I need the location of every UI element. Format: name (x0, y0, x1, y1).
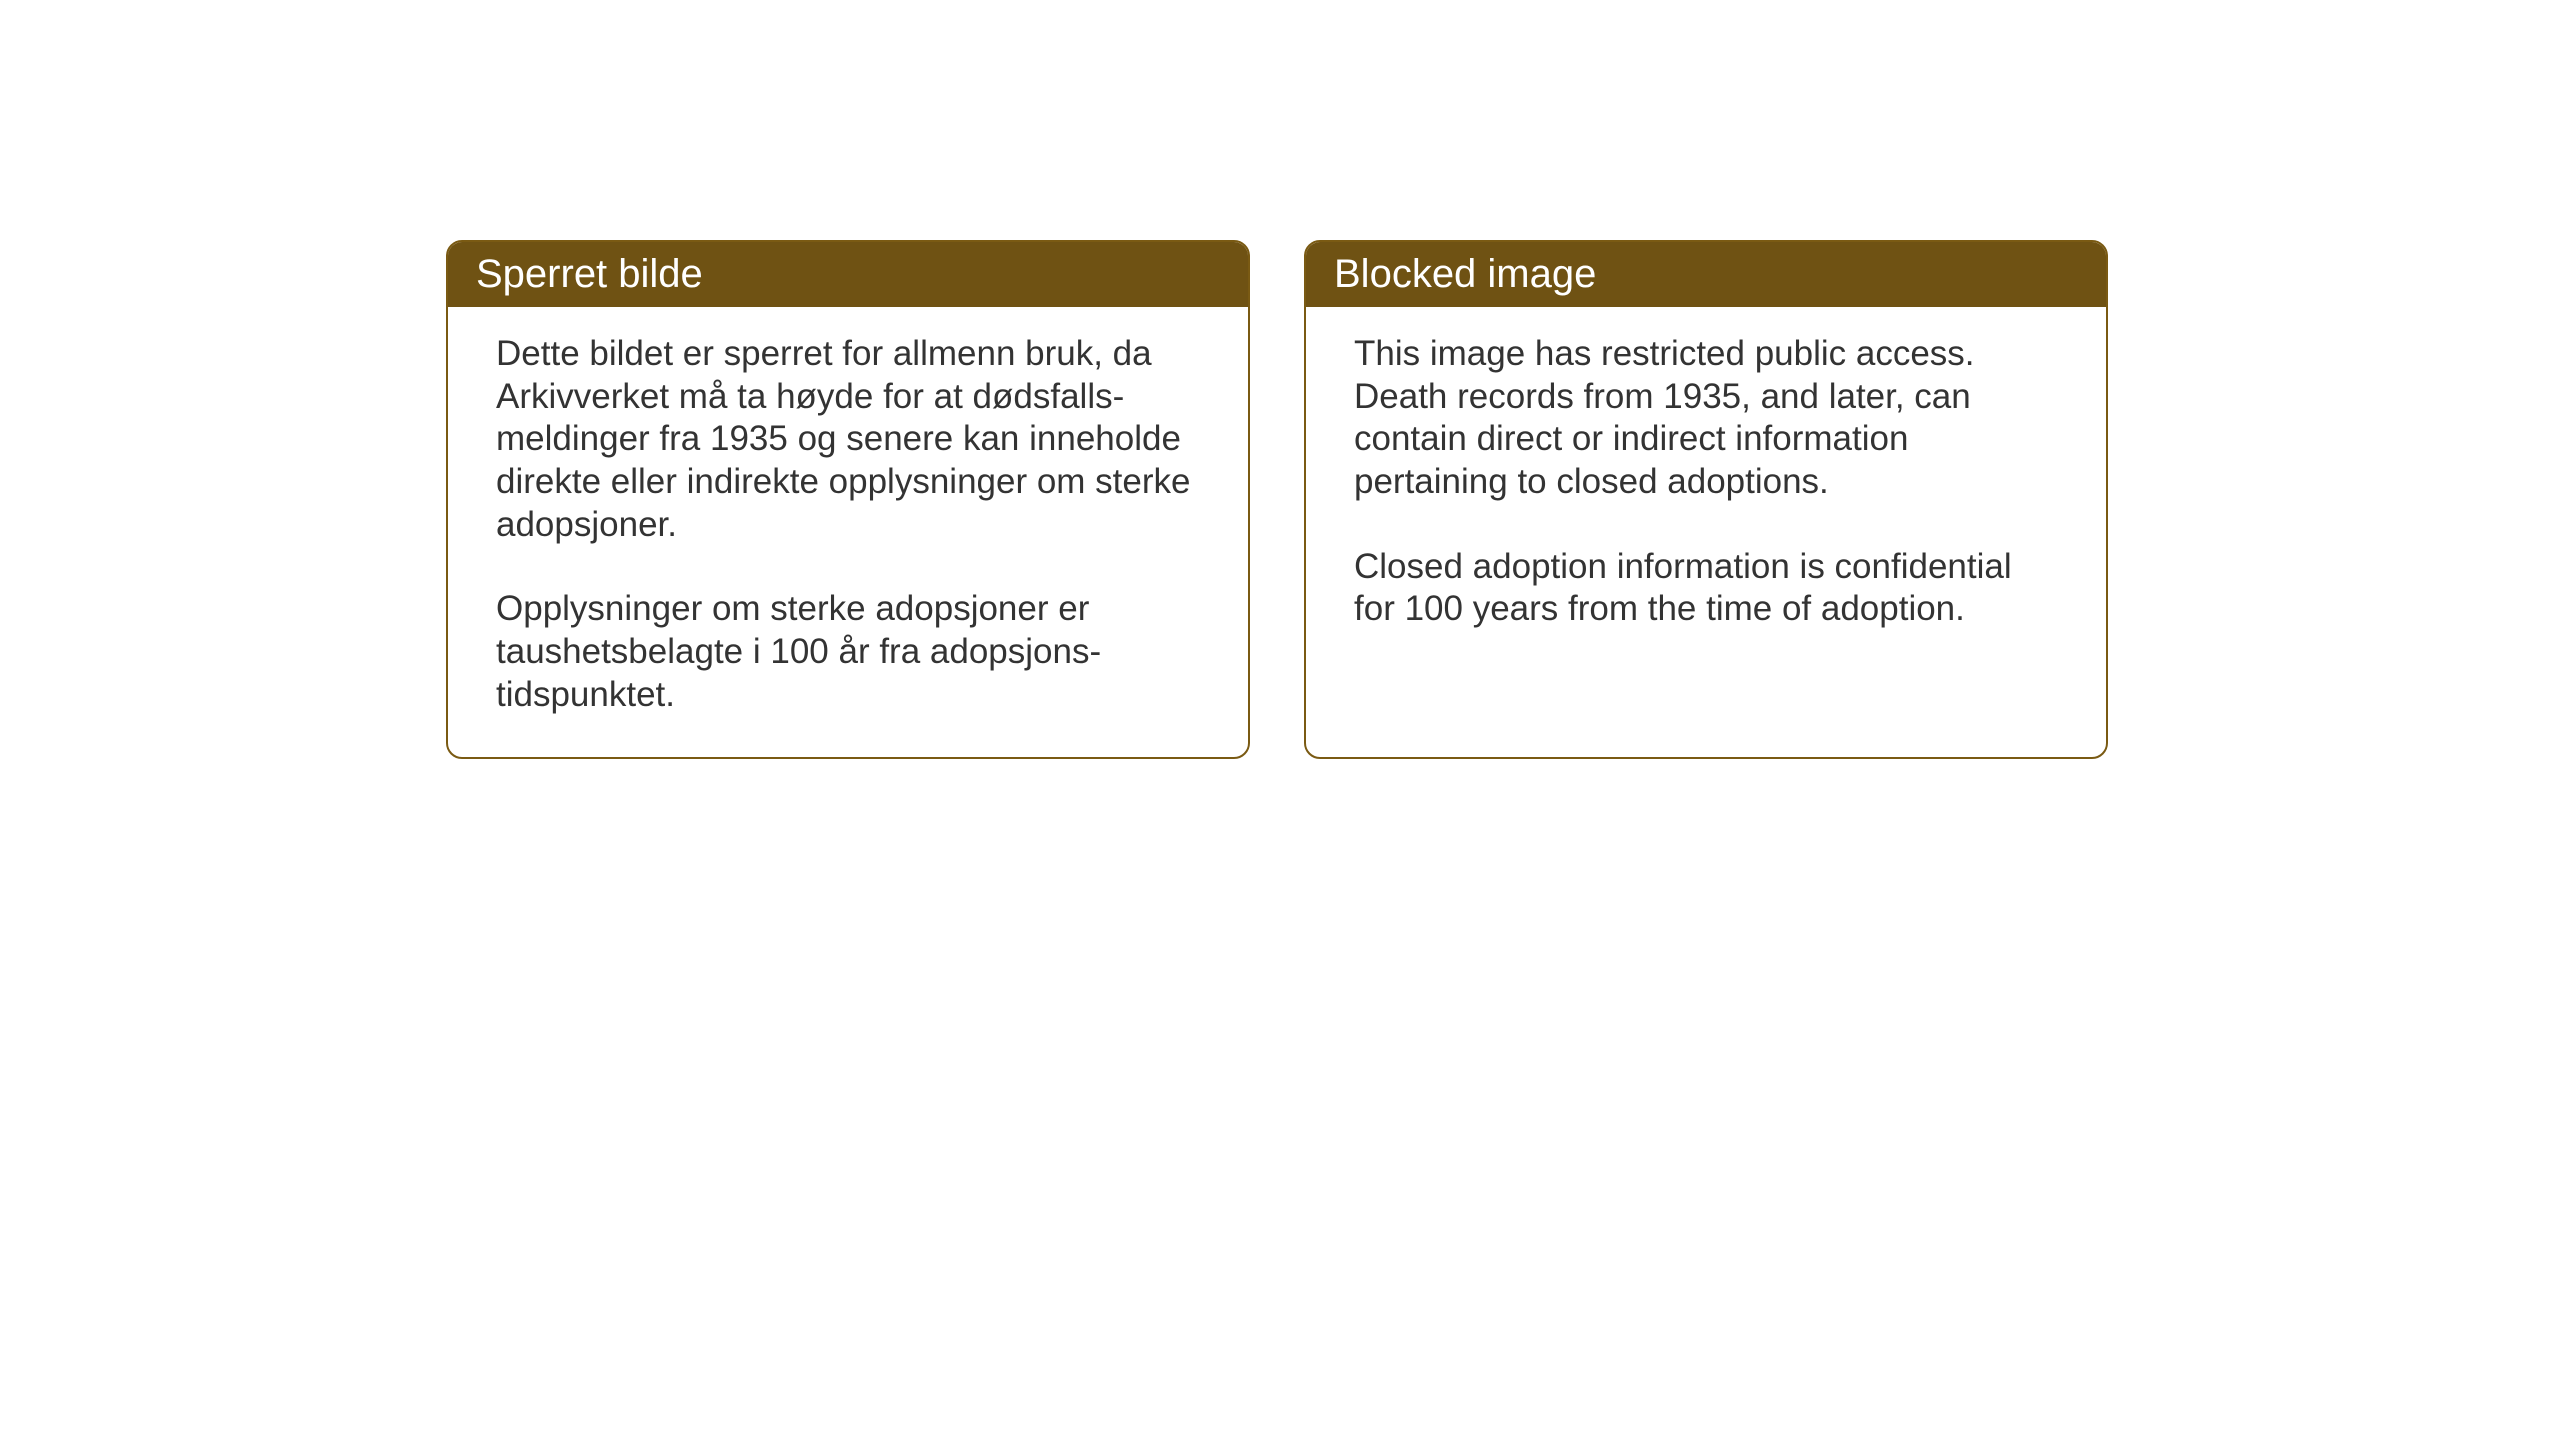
english-card-title: Blocked image (1306, 242, 2106, 307)
english-notice-card: Blocked image This image has restricted … (1304, 240, 2108, 759)
english-card-body: This image has restricted public access.… (1306, 307, 2106, 671)
norwegian-paragraph-2: Opplysninger om sterke adopsjoner er tau… (496, 588, 1200, 716)
norwegian-paragraph-1: Dette bildet er sperret for allmenn bruk… (496, 333, 1200, 546)
norwegian-notice-card: Sperret bilde Dette bildet er sperret fo… (446, 240, 1250, 759)
english-paragraph-2: Closed adoption information is confident… (1354, 546, 2058, 631)
norwegian-card-title: Sperret bilde (448, 242, 1248, 307)
norwegian-card-body: Dette bildet er sperret for allmenn bruk… (448, 307, 1248, 757)
english-paragraph-1: This image has restricted public access.… (1354, 333, 2058, 504)
notice-cards-container: Sperret bilde Dette bildet er sperret fo… (446, 240, 2108, 759)
